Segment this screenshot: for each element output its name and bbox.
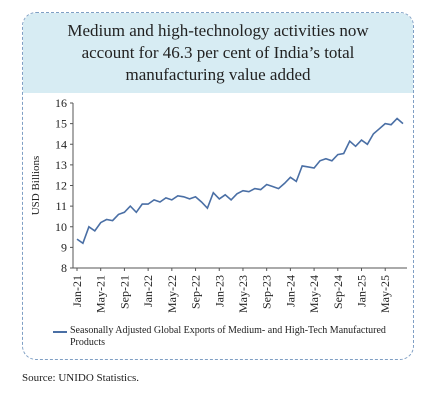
- legend-swatch: [53, 331, 67, 333]
- x-tick-label: Jan-22: [141, 275, 155, 307]
- x-tick-label: Sep-24: [331, 275, 345, 309]
- x-tick-label: May-21: [94, 275, 108, 313]
- x-tick-label: Jan-25: [355, 275, 369, 307]
- y-tick-label: 13: [55, 158, 67, 172]
- title-banner: Medium and high-technology activities no…: [23, 13, 413, 93]
- chart-axes: [72, 103, 407, 269]
- legend: Seasonally Adjusted Global Exports of Me…: [53, 325, 408, 349]
- x-axis-ticks: Jan-21 May-21 Sep-21 Jan-22 May-22 Sep-22 Jan-…: [70, 268, 392, 313]
- x-tick-label: Sep-23: [260, 275, 274, 309]
- x-tick-label: Jan-21: [70, 275, 84, 307]
- y-tick-label: 8: [61, 261, 67, 275]
- chart-title: Medium and high-technology activities no…: [67, 21, 369, 84]
- series-line: [76, 117, 404, 245]
- y-tick-label: 14: [55, 137, 67, 151]
- source-note: Source: UNIDO Statistics.: [22, 372, 140, 384]
- x-tick-label: May-23: [236, 275, 250, 313]
- legend-label: Seasonally Adjusted Global Exports of Me…: [70, 325, 386, 348]
- x-tick-label: Jan-24: [283, 275, 297, 307]
- y-tick-label: 16: [55, 96, 67, 110]
- y-tick-label: 11: [55, 199, 67, 213]
- x-tick-label: May-25: [378, 275, 392, 313]
- x-tick-label: May-22: [165, 275, 179, 313]
- y-tick-label: 10: [55, 220, 67, 234]
- y-axis-ticks: 8 9 10 11 12 13 14 15 16: [55, 96, 73, 275]
- y-tick-label: 15: [55, 117, 67, 131]
- x-tick-label: May-24: [307, 275, 321, 313]
- y-tick-label: 12: [55, 179, 67, 193]
- x-tick-label: Jan-23: [212, 275, 226, 307]
- y-tick-label: 9: [61, 240, 67, 254]
- chart-panel: Medium and high-technology activities no…: [22, 12, 414, 360]
- x-tick-label: Sep-22: [189, 275, 203, 309]
- y-axis-label: USD Billions: [30, 156, 42, 216]
- x-tick-label: Sep-21: [117, 275, 131, 309]
